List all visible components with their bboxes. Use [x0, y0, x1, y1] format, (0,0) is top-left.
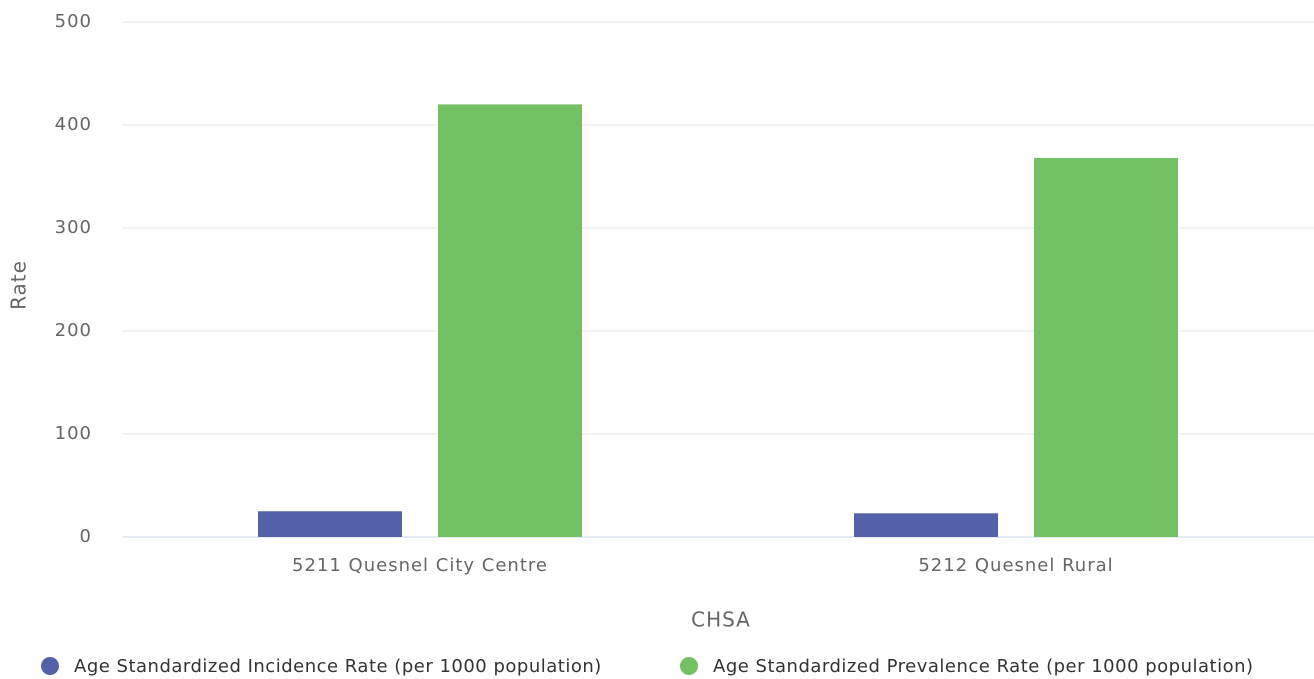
legend-label: Age Standardized Incidence Rate (per 100… — [74, 656, 602, 677]
y-axis-title: Rate — [7, 260, 31, 310]
legend-marker — [41, 657, 59, 675]
x-axis-title: CHSA — [691, 608, 751, 632]
y-tick-label: 0 — [80, 526, 92, 547]
y-tick-label: 300 — [55, 217, 92, 238]
y-tick-label: 400 — [55, 114, 92, 135]
x-tick-label: 5211 Quesnel City Centre — [292, 555, 548, 576]
legend-label: Age Standardized Prevalence Rate (per 10… — [713, 656, 1254, 677]
bar — [1034, 157, 1178, 537]
y-tick-label: 100 — [55, 423, 92, 444]
y-tick-label: 200 — [55, 320, 92, 341]
x-tick-label: 5212 Quesnel Rural — [918, 555, 1113, 576]
bar — [438, 104, 582, 538]
y-tick-label: 500 — [55, 11, 92, 32]
bar — [854, 513, 998, 537]
bar — [258, 511, 402, 537]
legend-marker — [680, 657, 698, 675]
